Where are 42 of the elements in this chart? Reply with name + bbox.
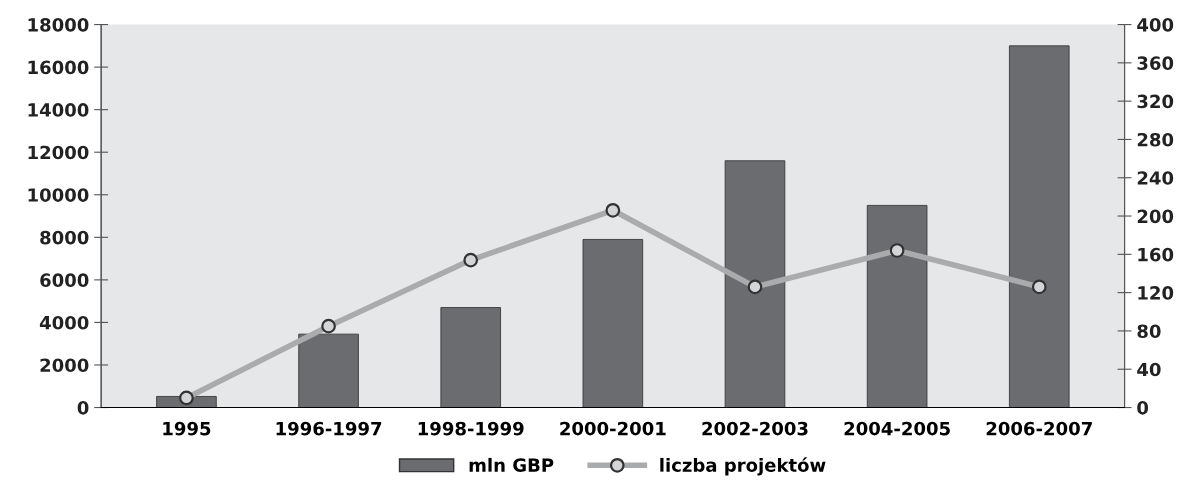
x-tick-label: 2006-2007 (986, 421, 1092, 436)
y2-tick-label: 280 (1137, 132, 1174, 147)
y-tick-label: 6000 (40, 273, 89, 287)
y2-tick-label: 400 (1137, 18, 1174, 32)
x-tick-label: 2004-2005 (844, 421, 950, 436)
y2-tick-label: 360 (1137, 56, 1174, 70)
x-tick-label: 1996-1997 (276, 421, 382, 436)
point (463, 252, 479, 268)
legend-label: liczba projektów (660, 457, 826, 476)
y-tick-label: 10000 (28, 188, 89, 202)
y2-tick-label: 240 (1137, 171, 1174, 185)
y-tick-label: 0 (77, 400, 89, 415)
x-tick-label: 2000-2001 (560, 421, 666, 436)
y2-tick-label: 120 (1138, 286, 1174, 300)
bar (582, 239, 644, 408)
y-tick-label: 18000 (28, 18, 89, 32)
y-tick-label: 16000 (28, 60, 89, 75)
x-tick-label: 2002-2003 (702, 421, 808, 436)
bar (866, 204, 928, 408)
point (179, 390, 194, 406)
bar (1009, 45, 1070, 408)
y2-tick-label: 200 (1137, 209, 1174, 224)
bar (724, 160, 786, 408)
point (1031, 279, 1047, 295)
point (321, 318, 336, 334)
y2-tick-label: 320 (1137, 94, 1174, 109)
y-tick-label: 4000 (39, 315, 89, 330)
y2-tick-label: 40 (1137, 362, 1161, 377)
x-tick-label: 1998-1999 (418, 421, 524, 436)
y-tick-label: 2000 (40, 358, 89, 373)
y2-tick-label: 80 (1137, 324, 1161, 339)
y-tick-label: 14000 (28, 103, 89, 117)
y-tick-label: 12000 (28, 145, 89, 160)
bar (440, 307, 501, 408)
x-tick-label: 1995 (163, 421, 211, 436)
legend-label: mln GBP (469, 457, 554, 472)
point (889, 243, 905, 258)
y2-tick-label: 160 (1138, 247, 1174, 262)
y2-tick-label: 0 (1137, 400, 1149, 415)
y-tick-label: 8000 (40, 230, 89, 245)
point (747, 279, 763, 295)
point (605, 202, 621, 218)
